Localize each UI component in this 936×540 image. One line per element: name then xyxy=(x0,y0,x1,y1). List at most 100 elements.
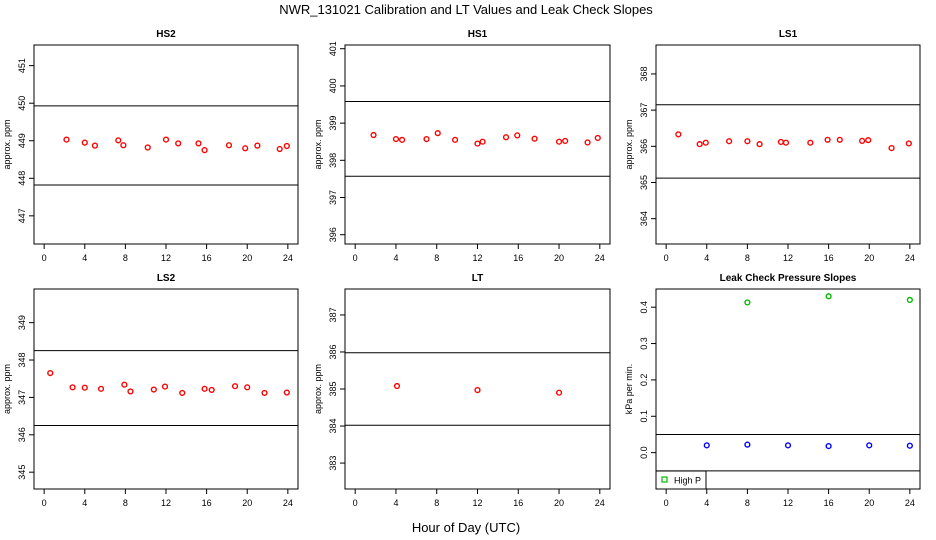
data-point-calibration xyxy=(231,383,239,390)
x-tick-label: 8 xyxy=(745,498,750,508)
panel-title: LS1 xyxy=(779,29,798,40)
x-tick-label: 8 xyxy=(434,498,439,508)
y-axis-label: approx. ppm xyxy=(313,364,323,414)
y-tick-label: 401 xyxy=(328,41,338,56)
x-tick-label: 12 xyxy=(161,498,171,508)
x-tick-label: 16 xyxy=(513,253,523,263)
y-tick-label: 383 xyxy=(328,456,338,471)
data-point-calibration xyxy=(150,386,157,393)
legend-label: High P xyxy=(674,476,701,486)
y-tick-label: 345 xyxy=(17,465,27,480)
data-point-calibration xyxy=(97,385,105,392)
data-point-calibration xyxy=(283,142,290,150)
data-point-low-p xyxy=(825,442,832,450)
data-point-calibration xyxy=(726,138,733,145)
x-tick-label: 24 xyxy=(283,498,293,508)
x-tick-label: 0 xyxy=(42,498,47,508)
data-point-calibration xyxy=(81,384,88,391)
data-point-high-p xyxy=(744,299,751,306)
y-tick-label: 451 xyxy=(17,58,27,73)
panel-ls2: LS2 approx. ppm 0 4 8 12 16 20 24 345 346 347 348 349 xyxy=(2,273,299,508)
data-point-high-p xyxy=(825,293,832,300)
data-point-low-p xyxy=(703,442,710,449)
data-point-calibration xyxy=(777,138,784,146)
data-point-calibration xyxy=(201,147,208,154)
data-point-calibration xyxy=(423,136,430,143)
data-point-calibration xyxy=(121,381,128,388)
data-point-calibration xyxy=(392,136,400,143)
panel-ls1: LS1 approx. ppm 0 4 8 12 16 20 24 364 365 366 367 368 xyxy=(624,29,921,263)
x-tick-label: 0 xyxy=(664,253,669,263)
legend-swatch xyxy=(661,476,668,483)
data-point-calibration xyxy=(398,136,406,143)
x-tick-label: 24 xyxy=(905,253,915,263)
data-point-calibration xyxy=(161,383,169,390)
data-point-calibration xyxy=(69,384,76,391)
y-tick-label: 347 xyxy=(17,390,27,405)
data-point-calibration xyxy=(175,140,182,147)
data-point-calibration xyxy=(859,137,866,144)
data-point-low-p xyxy=(744,441,751,448)
data-point-calibration xyxy=(208,386,215,394)
y-tick-label: 398 xyxy=(328,153,338,168)
x-tick-label: 12 xyxy=(472,498,482,508)
panel-title: LS2 xyxy=(157,273,176,284)
data-point-calibration xyxy=(179,389,186,397)
data-point-calibration xyxy=(807,139,814,146)
x-tick-label: 8 xyxy=(123,498,128,508)
data-point-calibration xyxy=(81,139,88,146)
x-tick-label: 16 xyxy=(202,253,212,263)
y-tick-label: 386 xyxy=(328,344,338,359)
data-point-calibration xyxy=(531,135,538,142)
y-tick-label: 368 xyxy=(639,66,649,81)
data-point-calibration xyxy=(201,385,208,392)
x-tick-label: 4 xyxy=(82,498,87,508)
x-tick-label: 16 xyxy=(202,498,212,508)
y-tick-label: 364 xyxy=(639,211,649,226)
data-point-calibration xyxy=(696,141,703,148)
data-point-calibration xyxy=(479,138,486,145)
data-point-calibration xyxy=(63,136,70,143)
plot-frame xyxy=(655,288,921,490)
data-point-calibration xyxy=(905,140,912,147)
y-tick-label: 449 xyxy=(17,133,27,148)
x-tick-label: 12 xyxy=(783,253,793,263)
y-axis-label: approx. ppm xyxy=(624,119,634,169)
x-tick-label: 24 xyxy=(905,498,915,508)
y-tick-label: 387 xyxy=(328,307,338,322)
y-tick-label: 366 xyxy=(639,139,649,154)
x-tick-label: 24 xyxy=(283,253,293,263)
data-point-calibration xyxy=(756,141,763,148)
panel-leak-check-pressure-slopes: Leak Check Pressure Slopes kPa per min. 0 4… xyxy=(624,273,921,508)
y-tick-label: 0.3 xyxy=(639,337,649,350)
data-point-calibration xyxy=(195,140,202,147)
chart-title: NWR_131021 Calibration and LT Values and… xyxy=(279,2,653,17)
data-point-calibration xyxy=(115,137,122,144)
data-point-calibration xyxy=(225,142,233,149)
y-tick-label: 349 xyxy=(17,315,27,330)
y-axis-label: approx. ppm xyxy=(2,119,12,169)
x-tick-label: 12 xyxy=(161,253,171,263)
y-tick-label: 348 xyxy=(17,353,27,368)
data-point-calibration xyxy=(824,136,831,143)
y-tick-label: 0.1 xyxy=(639,410,649,423)
plot-frame xyxy=(344,44,611,245)
data-point-calibration xyxy=(555,138,563,145)
y-axis-label: approx. ppm xyxy=(313,119,323,169)
x-axis-label: Hour of Day (UTC) xyxy=(412,520,520,535)
data-point-calibration xyxy=(47,370,54,377)
x-tick-label: 16 xyxy=(513,498,523,508)
x-tick-label: 0 xyxy=(353,498,358,508)
legend: High P xyxy=(655,470,707,490)
x-tick-label: 20 xyxy=(864,498,874,508)
data-point-calibration xyxy=(370,131,377,139)
data-point-calibration xyxy=(120,142,127,149)
legend-box xyxy=(655,470,707,490)
x-tick-label: 4 xyxy=(82,253,87,263)
x-tick-label: 8 xyxy=(434,253,439,263)
y-tick-label: 384 xyxy=(328,419,338,434)
x-tick-label: 0 xyxy=(664,498,669,508)
y-axis-label: kPa per min. xyxy=(624,364,634,415)
